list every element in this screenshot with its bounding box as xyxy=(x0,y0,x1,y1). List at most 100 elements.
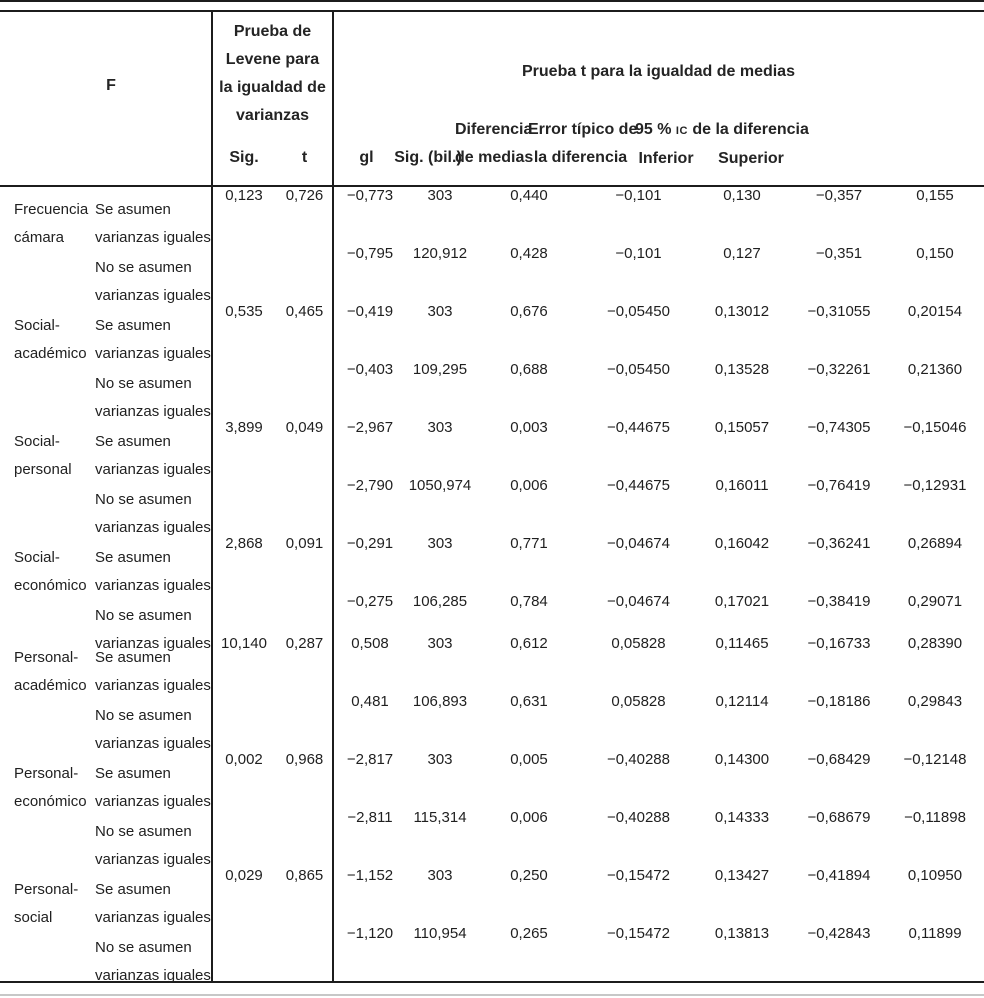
factor-label-cell: Personal-académico xyxy=(10,635,93,694)
assumption-label: Se asumen varianzas iguales xyxy=(95,644,211,700)
value-cell xyxy=(212,245,276,303)
factor-label: Personal-social xyxy=(14,876,78,932)
value-cell xyxy=(276,477,333,535)
assumption-label-cell: Se asumen varianzas iguales xyxy=(93,303,212,362)
label-line: No se asumen xyxy=(95,259,192,276)
factor-label: Social-económico xyxy=(14,544,87,600)
value-cell: 0,13427 xyxy=(714,867,770,884)
label-line: Se asumen xyxy=(95,649,171,666)
label-line: Se asumen xyxy=(95,765,171,782)
value-cell: 0,11899 xyxy=(908,925,962,942)
value-cell: 0,250 xyxy=(510,867,548,884)
label-line: No se asumen xyxy=(95,707,192,724)
value-cell: −0,44675 xyxy=(607,477,670,494)
value-cell: 0,130 xyxy=(723,187,761,204)
table-row: No se asumen varianzas iguales −1,120 110,9… xyxy=(10,925,984,984)
label-line: varianzas iguales xyxy=(95,967,211,984)
factor-label: Social-personal xyxy=(14,428,72,484)
value-cell: 110,954 xyxy=(413,925,467,942)
label-line: cámara xyxy=(14,229,65,246)
value-cell: 0,29843 xyxy=(907,693,963,710)
table-row: No se asumen varianzas iguales −2,790 1050,… xyxy=(10,477,984,536)
value-cell: 0,28390 xyxy=(907,635,963,652)
assumption-label-cell: Se asumen varianzas iguales xyxy=(93,419,212,478)
assumption-label: No se asumen varianzas iguales xyxy=(95,370,211,426)
factor-label-cell: Personal-económico xyxy=(10,751,93,810)
label-line: No se asumen xyxy=(95,607,192,624)
value-cell: −0,31055 xyxy=(807,303,871,320)
value-cell: −0,41894 xyxy=(807,867,871,884)
factor-label-cell: Social-personal xyxy=(10,419,93,478)
value-cell: 2,868 xyxy=(225,535,263,552)
factor-label-cell xyxy=(10,477,93,535)
table-row: Social-académico Se asumen varianzas igual… xyxy=(10,303,984,362)
value-cell: 106,893 xyxy=(412,693,468,710)
header-line: la igualdad de xyxy=(219,79,326,96)
label-line: varianzas iguales xyxy=(95,461,211,478)
col-header-sig-bil: Sig. (bil.) xyxy=(394,149,462,166)
col-header-inferior: Inferior xyxy=(638,150,694,167)
label-line: varianzas iguales xyxy=(95,909,211,926)
value-cell: 0,676 xyxy=(510,303,548,320)
label-line: Se asumen xyxy=(95,201,171,218)
value-cell: −0,795 xyxy=(346,245,394,262)
value-cell: 109,295 xyxy=(412,361,468,378)
value-cell: 0,150 xyxy=(916,245,954,262)
label-line: económico xyxy=(14,793,87,810)
label-line: varianzas iguales xyxy=(95,519,211,536)
value-cell: 0,155 xyxy=(916,187,954,204)
value-cell xyxy=(212,925,276,983)
factor-label: Social-académico xyxy=(14,312,87,368)
value-cell: 0,13528 xyxy=(714,361,770,378)
value-cell: 0,05828 xyxy=(611,693,666,710)
value-cell: 0,26894 xyxy=(907,535,963,552)
value-cell: −0,68429 xyxy=(807,751,871,768)
value-cell xyxy=(276,809,333,867)
factor-label: Personal-académico xyxy=(14,644,87,700)
value-cell: 0,14300 xyxy=(714,751,770,768)
table-row: No se asumen varianzas iguales −0,275 106,2… xyxy=(10,593,984,652)
label-line: académico xyxy=(14,677,87,694)
value-cell: 0,16011 xyxy=(715,477,769,494)
assumption-label: Se asumen varianzas iguales xyxy=(95,544,211,600)
value-cell: 0,15057 xyxy=(714,419,770,436)
value-cell: −0,419 xyxy=(346,303,394,320)
label-line: varianzas iguales xyxy=(95,851,211,868)
label-line: Personal- xyxy=(14,649,79,666)
label-line: Social- xyxy=(14,433,60,450)
label-line: Social- xyxy=(14,317,60,334)
table-body: Frecuencia cámara Se asumen varianzas igual… xyxy=(10,187,984,984)
value-cell: 0,865 xyxy=(285,867,324,884)
value-cell: 0,29071 xyxy=(907,593,963,610)
ci-suffix: de la diferencia xyxy=(687,121,809,138)
col-header-sig: Sig. xyxy=(229,149,259,166)
value-cell: −0,76419 xyxy=(807,477,871,494)
value-cell: 0,481 xyxy=(351,693,389,710)
col-header-gl: gl xyxy=(359,149,374,166)
assumption-label: Se asumen varianzas iguales xyxy=(95,760,211,816)
value-cell: −0,18186 xyxy=(807,693,871,710)
label-line: Se asumen xyxy=(95,881,171,898)
factor-label-cell xyxy=(10,361,93,419)
levene-title: Prueba de Levene para la igualdad de varian… xyxy=(212,18,333,130)
factor-label: Personal-económico xyxy=(14,760,87,816)
assumption-label-cell: No se asumen varianzas iguales xyxy=(93,361,212,420)
factor-label-cell xyxy=(10,593,93,635)
assumption-label: Se asumen varianzas iguales xyxy=(95,876,211,932)
label-line: varianzas iguales xyxy=(95,677,211,694)
value-cell: 303 xyxy=(427,635,453,652)
label-line: personal xyxy=(14,461,72,478)
value-cell xyxy=(276,245,333,303)
table-border-top-inner xyxy=(0,10,984,12)
value-cell xyxy=(212,593,276,635)
value-cell xyxy=(276,361,333,419)
value-cell: 0,049 xyxy=(285,419,324,436)
value-cell: 0,006 xyxy=(510,809,548,826)
value-cell: 303 xyxy=(427,535,453,552)
assumption-label-cell: No se asumen varianzas iguales xyxy=(93,925,212,984)
table-row: Social-personal Se asumen varianzas iguale… xyxy=(10,419,984,478)
assumption-label-cell: Se asumen varianzas iguales xyxy=(93,751,212,810)
table-row: Personal-económico Se asumen varianzas igu… xyxy=(10,751,984,810)
value-cell: 303 xyxy=(427,867,453,884)
